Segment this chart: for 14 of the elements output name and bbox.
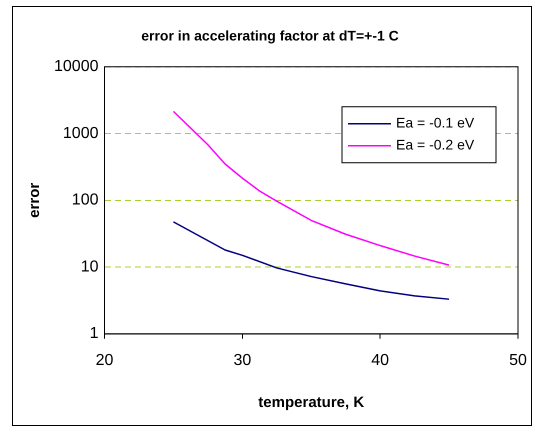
y-tick-label: 10 [80, 258, 99, 276]
y-tick-label: 100 [72, 192, 99, 209]
x-axis-title: temperature, K [258, 394, 364, 412]
x-tick-label: 30 [233, 352, 252, 369]
y-tick-label: 1 [90, 325, 99, 342]
y-tick-label: 10000 [54, 58, 99, 76]
x-tick-label: 20 [96, 352, 114, 369]
x-tick-label: 40 [371, 352, 390, 369]
y-tick-label: 1000 [62, 124, 99, 142]
legend-label: Ea = -0.1 eV [396, 114, 475, 131]
y-axis-title: error [26, 182, 44, 218]
x-tick-label: 50 [509, 352, 527, 369]
legend-label: Ea = -0.2 eV [396, 136, 475, 153]
chart-title: error in accelerating factor at dT=+-1 C [141, 27, 399, 44]
